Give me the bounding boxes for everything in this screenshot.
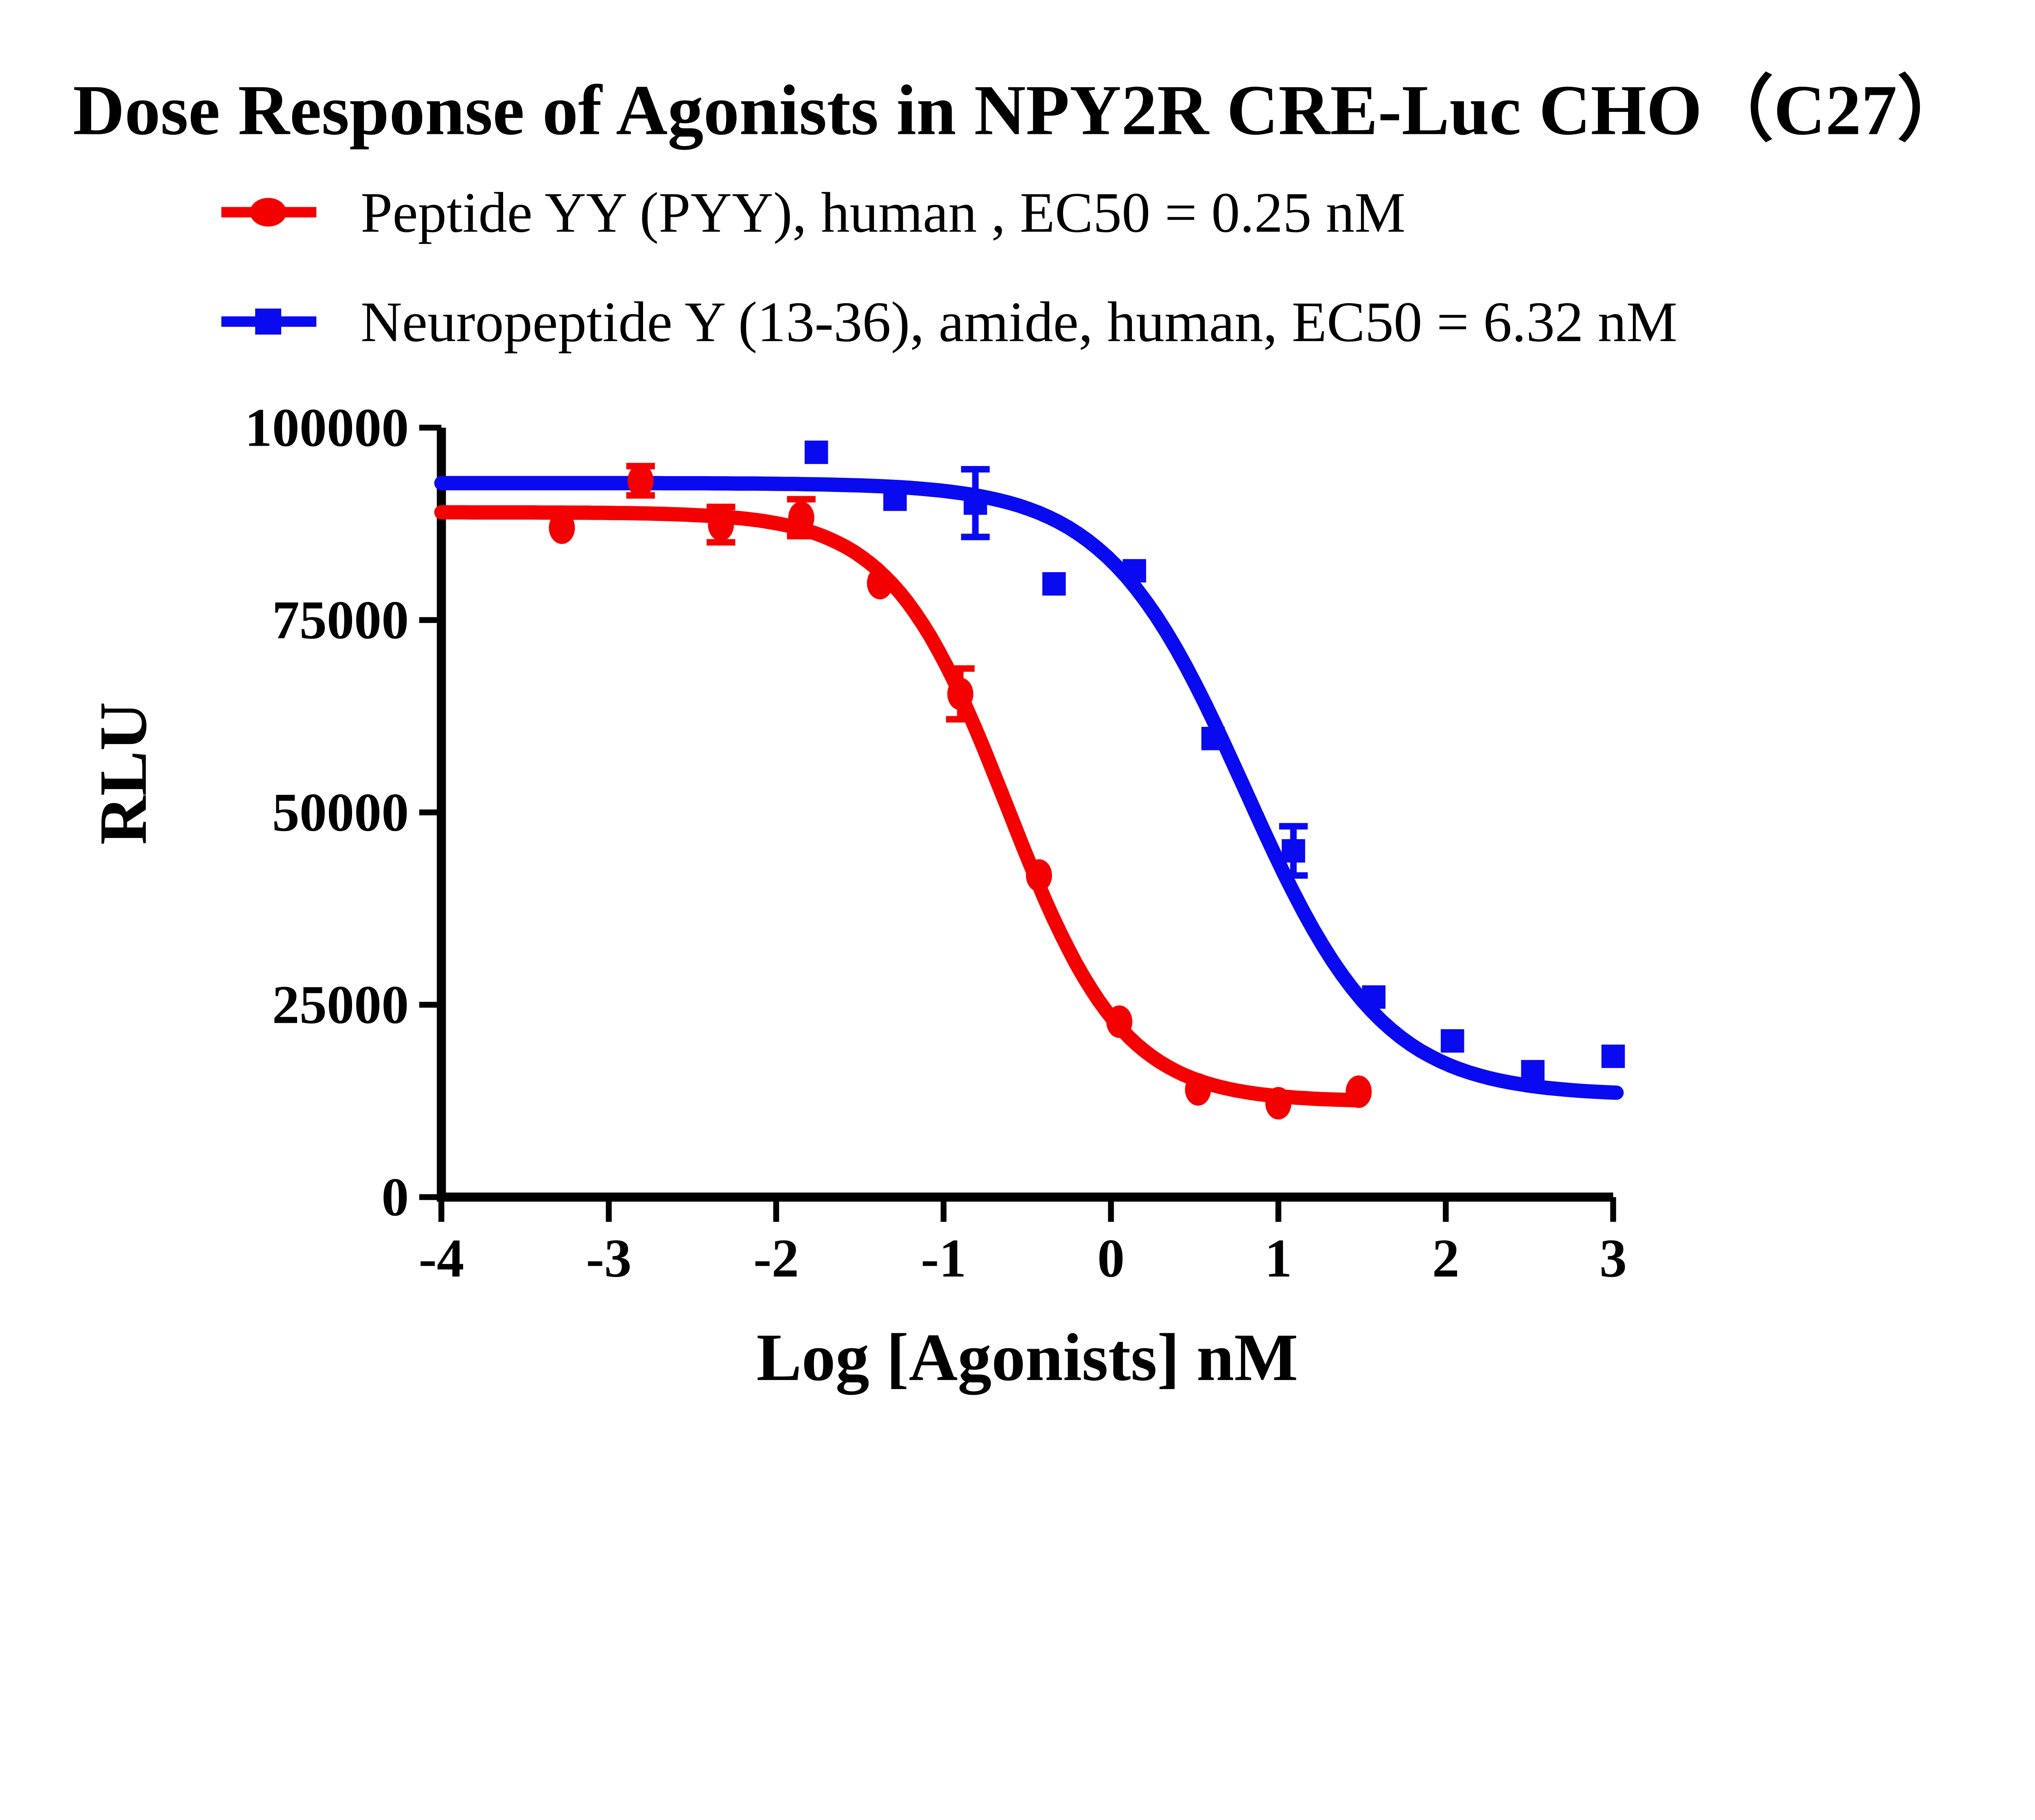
data-point-blue-square: [1521, 1060, 1545, 1084]
data-point-red-circle: [1265, 1087, 1291, 1120]
data-point-red-circle: [867, 567, 893, 599]
data-point-red-circle: [1346, 1075, 1372, 1108]
dose-response-figure: Dose Response of Agonists in NPY2R CRE-L…: [73, 70, 1969, 1395]
fit-curve-red: [434, 505, 1366, 1108]
y-tick-label: 0: [381, 1167, 409, 1227]
legend-label-pyy: Peptide YY (PYY), human , EC50 = 0.25 nM: [361, 181, 1405, 244]
y-tick-label: 100000: [245, 398, 409, 458]
x-tick-label: -2: [753, 1228, 799, 1289]
legend-item-pyy: Peptide YY (PYY), human , EC50 = 0.25 nM: [221, 181, 1405, 244]
data-point-blue-square: [804, 440, 828, 464]
y-tick-label: 75000: [272, 590, 409, 650]
data-point-red-circle: [947, 678, 974, 710]
x-tick-label: 1: [1265, 1228, 1292, 1289]
data-point-red-circle: [1106, 1005, 1133, 1038]
x-tick-label: -1: [921, 1228, 966, 1289]
chart-title: Dose Response of Agonists in NPY2R CRE-L…: [73, 70, 1969, 150]
data-point-red-circle: [549, 511, 575, 544]
data-point-blue-square: [1362, 985, 1386, 1009]
legend: Peptide YY (PYY), human , EC50 = 0.25 nM…: [221, 181, 1677, 354]
x-tick-label: 0: [1097, 1228, 1125, 1289]
data-point-blue-square: [963, 491, 987, 515]
data-point-red-circle: [627, 464, 654, 497]
x-axis-label: Log [Agonists] nM: [757, 1320, 1298, 1395]
data-point-red-circle: [708, 508, 734, 541]
legend-item-npy: Neuropeptide Y (13-36), amide, human, EC…: [221, 291, 1677, 354]
data-point-blue-square: [1282, 839, 1305, 863]
plot-area: 0 25000 50000 75000 100000 -4 -3 -2 -1 0 1 2 3: [245, 398, 1627, 1289]
data-point-blue-square: [1201, 726, 1225, 750]
legend-label-npy: Neuropeptide Y (13-36), amide, human, EC…: [361, 291, 1677, 354]
data-point-red-circle: [788, 501, 814, 534]
data-point-red-circle: [1185, 1073, 1211, 1106]
legend-blue-square-icon: [255, 308, 281, 335]
x-tick-label: -3: [586, 1228, 632, 1289]
data-point-blue-square: [1601, 1044, 1625, 1068]
y-tick-label: 50000: [272, 782, 409, 843]
dose-response-chart: Dose Response of Agonists in NPY2R CRE-L…: [73, 70, 1969, 1395]
legend-red-circle-icon: [250, 198, 287, 227]
y-axis-label: RLU: [85, 702, 160, 845]
x-tick-label: 2: [1432, 1228, 1460, 1289]
data-point-blue-square: [1123, 559, 1147, 583]
y-tick-label: 25000: [272, 975, 409, 1035]
fit-curve-blue: [434, 476, 1624, 1100]
data-point-blue-square: [883, 487, 907, 511]
x-tick-label: -4: [418, 1228, 464, 1289]
data-point-blue-square: [1440, 1029, 1464, 1053]
data-point-blue-square: [1042, 572, 1066, 596]
x-tick-label: 3: [1600, 1228, 1627, 1289]
data-point-red-circle: [1026, 859, 1052, 892]
